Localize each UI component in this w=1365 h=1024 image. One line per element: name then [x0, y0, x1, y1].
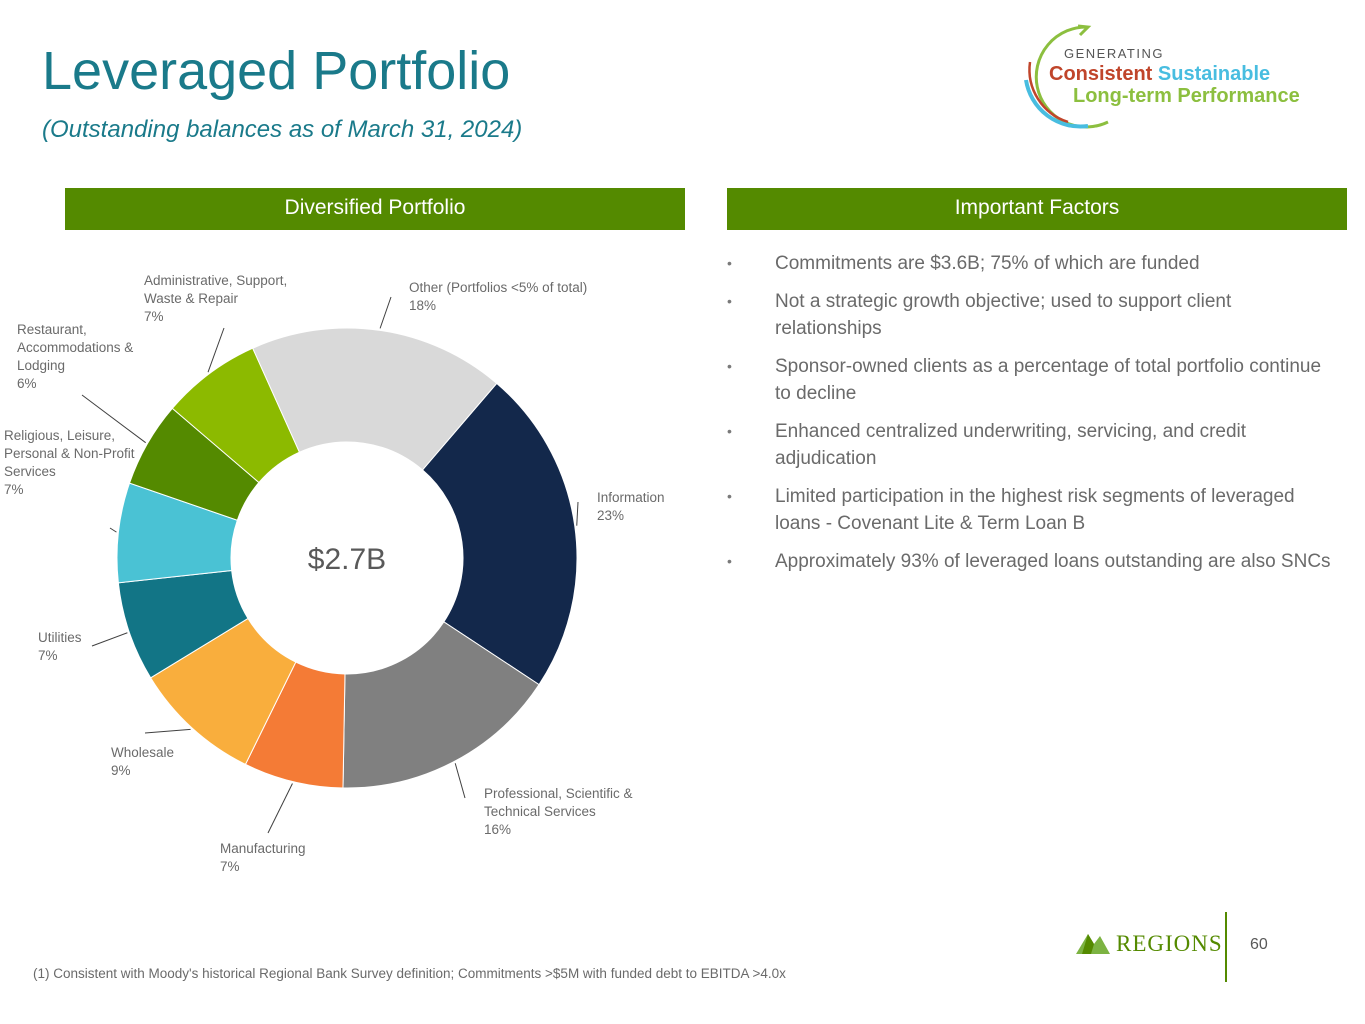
footnote: (1) Consistent with Moody's historical R… [33, 966, 786, 981]
factors-list: • Commitments are $3.6B; 75% of which are… [727, 250, 1337, 586]
tagline-word-consistent: Consistent [1049, 63, 1153, 85]
leader-line [207, 327, 225, 373]
slice-label-line: Other (Portfolios <5% of total) [409, 280, 587, 295]
factor-text: Limited participation in the highest ris… [775, 486, 1295, 534]
donut-slice-other-portfolios-5-of-total [252, 327, 498, 471]
bullet-icon: • [727, 358, 732, 374]
leader-line [267, 783, 293, 834]
slice-label-line: Waste & Repair [144, 291, 239, 306]
portfolio-donut-chart: Information 23% Professional, Scientific &… [4, 273, 665, 874]
slice-label: Restaurant, Accommodations & Lodging 6% [17, 322, 133, 391]
bullet-icon: • [727, 255, 732, 271]
factor-text: Enhanced centralized underwriting, servi… [775, 421, 1247, 469]
page-title: Leveraged Portfolio [42, 41, 511, 101]
tagline-line-1: GENERATING [1064, 46, 1164, 61]
factor-text: Not a strategic growth objective; used t… [775, 291, 1232, 339]
footer-divider [1225, 912, 1227, 982]
bullet-icon: • [727, 293, 732, 309]
bullet-icon: • [727, 423, 732, 439]
slice-label-line: Information [597, 490, 665, 505]
slice-percent: 7% [4, 482, 24, 497]
leader-line [576, 501, 579, 526]
leader-line [109, 527, 117, 533]
regions-wordmark: REGIONS [1116, 931, 1223, 956]
leader-line [144, 728, 191, 734]
slice-label-line: Personal & Non-Profit [4, 446, 135, 461]
bullet-icon: • [727, 488, 732, 504]
slice-label: Professional, Scientific & Technical Serv… [484, 786, 633, 837]
slice-label: Other (Portfolios <5% of total) 18% [409, 280, 587, 313]
slice-percent: 18% [409, 298, 436, 313]
slice-label: Administrative, Support, Waste & Repair 7% [144, 273, 287, 324]
slice-label-line: Services [4, 464, 56, 479]
page-number: 60 [1250, 936, 1268, 953]
factor-text: Approximately 93% of leveraged loans out… [775, 551, 1331, 572]
slice-label: Information 23% [597, 490, 665, 523]
factor-item: • Limited participation in the highest ri… [727, 483, 1337, 537]
factor-item: • Not a strategic growth objective; used … [727, 288, 1337, 342]
leader-line [91, 632, 128, 647]
factor-text: Sponsor-owned clients as a percentage of… [775, 356, 1322, 404]
slice-label: Religious, Leisure, Personal & Non-Profit… [4, 428, 135, 497]
slice-percent: 7% [38, 648, 58, 663]
factor-item: • Approximately 93% of leveraged loans ou… [727, 548, 1337, 575]
tagline-line-3: Long-term Performance [1073, 85, 1300, 107]
factor-item: • Enhanced centralized underwriting, serv… [727, 418, 1337, 472]
regions-pyramid-icon [1076, 934, 1110, 954]
slice-percent: 23% [597, 508, 624, 523]
slice-percent: 7% [144, 309, 164, 324]
important-factors-header: Important Factors [727, 188, 1347, 230]
bullet-icon: • [727, 553, 732, 569]
slice-percent: 7% [220, 859, 240, 874]
donut-center-total: $2.7B [308, 543, 386, 576]
leader-line [81, 394, 146, 444]
slice-label-line: Restaurant, [17, 322, 87, 337]
page-subtitle: (Outstanding balances as of March 31, 20… [42, 116, 523, 143]
donut-slice-information [421, 382, 578, 686]
factor-text: Commitments are $3.6B; 75% of which are … [775, 253, 1200, 274]
factor-item: • Commitments are $3.6B; 75% of which are… [727, 250, 1337, 277]
slice-label-line: Professional, Scientific & [484, 786, 633, 801]
factor-item: • Sponsor-owned clients as a percentage o… [727, 353, 1337, 407]
tagline-logo: GENERATING Consistent Sustainable Long-t… [1018, 22, 1318, 132]
slice-percent: 9% [111, 763, 131, 778]
slice-percent: 16% [484, 822, 511, 837]
slice-label-line: Religious, Leisure, [4, 428, 115, 443]
tagline-line-2: Consistent Sustainable [1049, 63, 1270, 86]
slice-label-line: Wholesale [111, 745, 174, 760]
slice-label-line: Technical Services [484, 804, 596, 819]
regions-logo: REGIONS [1074, 928, 1224, 958]
slice-label-line: Utilities [38, 630, 82, 645]
diversified-portfolio-header: Diversified Portfolio [65, 188, 685, 230]
slice-label-line: Lodging [17, 358, 65, 373]
slice-percent: 6% [17, 376, 37, 391]
slice-label: Wholesale 9% [111, 745, 174, 778]
slice-label-line: Administrative, Support, [144, 273, 287, 288]
slice-label-line: Accommodations & [17, 340, 133, 355]
donut-slice-professional-scientific-technical-services [342, 621, 540, 789]
leader-line [454, 763, 466, 799]
slice-label: Manufacturing 7% [220, 841, 306, 874]
leader-line [379, 296, 392, 329]
tagline-arc-icon [1024, 24, 1109, 129]
tagline-word-sustainable: Sustainable [1157, 63, 1271, 85]
slice-label: Utilities 7% [38, 630, 82, 663]
slice-label-line: Manufacturing [220, 841, 306, 856]
